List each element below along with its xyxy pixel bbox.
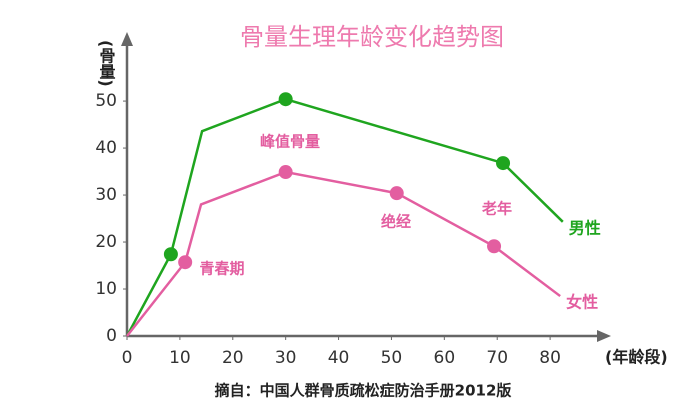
annotation: 老年 bbox=[481, 200, 512, 218]
x-axis-label: (年龄段) bbox=[605, 348, 668, 367]
x-tick-label: 60 bbox=[434, 348, 456, 368]
y-tick-label: 50 bbox=[95, 91, 117, 111]
chart-title: 骨量生理年龄变化趋势图 bbox=[240, 23, 504, 51]
annotation: 绝经 bbox=[381, 213, 411, 231]
x-tick-label: 70 bbox=[486, 348, 508, 368]
series-label: 女性 bbox=[566, 293, 598, 312]
y-tick-label: 0 bbox=[106, 326, 117, 346]
x-tick-label: 80 bbox=[539, 348, 561, 368]
annotation: 青春期 bbox=[199, 260, 244, 278]
series-line bbox=[125, 97, 564, 337]
point bbox=[163, 247, 178, 262]
source: 摘自：中国人群骨质疏松症防治手册2012版 bbox=[215, 382, 512, 400]
x-tick-label: 10 bbox=[169, 348, 191, 368]
annotation: 峰值骨量 bbox=[260, 133, 320, 151]
x-tick-label: 40 bbox=[328, 348, 350, 368]
point bbox=[178, 255, 193, 270]
x-tick-label: 30 bbox=[275, 348, 297, 368]
x-tick-label: 0 bbox=[122, 348, 133, 368]
x-axis-arrow bbox=[597, 330, 611, 342]
y-tick-label: 20 bbox=[95, 232, 117, 252]
point bbox=[496, 156, 511, 171]
point bbox=[278, 92, 293, 107]
point bbox=[278, 165, 293, 180]
y-tick-label: 10 bbox=[95, 279, 117, 299]
series-label: 男性 bbox=[569, 218, 601, 237]
point bbox=[487, 239, 502, 254]
point bbox=[389, 186, 404, 201]
y-axis-label: (骨量) bbox=[97, 40, 116, 87]
x-tick-label: 50 bbox=[381, 348, 403, 368]
x-tick-label: 20 bbox=[222, 348, 244, 368]
y-tick-label: 40 bbox=[95, 138, 117, 158]
y-axis-arrow bbox=[121, 32, 133, 46]
series-line bbox=[126, 170, 561, 337]
y-tick-label: 30 bbox=[95, 185, 117, 205]
